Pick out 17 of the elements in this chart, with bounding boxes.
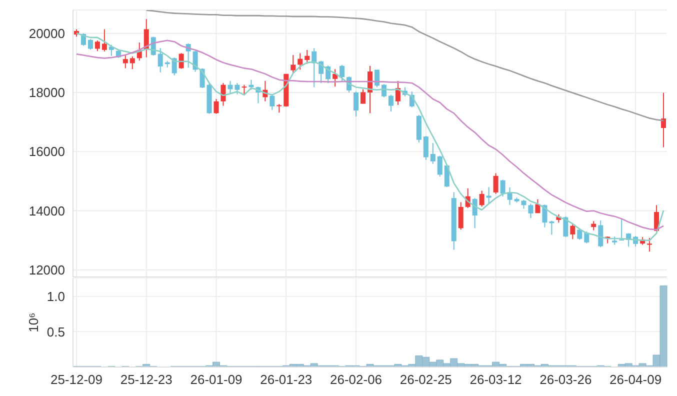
y-tick-label: 16000 (28, 144, 65, 160)
x-tick-label: 26-03-12 (470, 372, 522, 388)
x-tick-label: 26-01-23 (260, 372, 312, 388)
y-tick-label: 1.0 (46, 288, 65, 304)
y-tick-label: 20000 (28, 26, 65, 41)
x-tick-label: 26-01-09 (190, 372, 242, 388)
x-tick-label: 26-03-26 (540, 372, 592, 388)
x-tick-label: 26-02-06 (330, 372, 382, 388)
x-tick-label: 26-02-25 (400, 372, 452, 388)
y-tick-label: 14000 (28, 203, 65, 218)
y-tick-label: 18000 (28, 85, 65, 100)
y-tick-label: 0.5 (46, 324, 65, 340)
x-tick-label: 25-12-23 (120, 372, 172, 388)
x-tick-label: 26-04-09 (610, 372, 662, 388)
x-tick-label: 25-12-09 (50, 372, 103, 388)
y-tick-label: 12000 (28, 262, 65, 278)
y-axis-title: 10⁶ (26, 312, 41, 332)
